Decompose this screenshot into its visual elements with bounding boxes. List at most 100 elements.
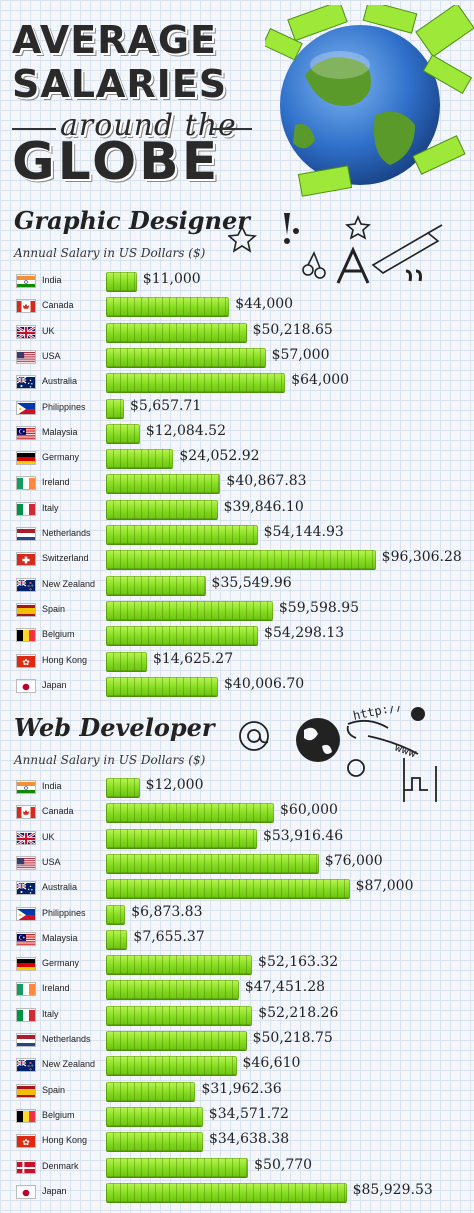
country-label: New Zealand — [42, 1059, 96, 1070]
salary-bar — [106, 1157, 249, 1177]
salary-value-label: $6,873.83 — [131, 903, 203, 920]
salary-bar — [106, 879, 350, 899]
country-label: Netherlands — [42, 528, 91, 538]
flag-netherlands-icon — [16, 1033, 36, 1047]
flag-ireland-icon — [16, 476, 36, 491]
country-label: Philippines — [42, 907, 86, 918]
salary-value-label: $35,549.96 — [211, 574, 292, 591]
svg-text:http://: http:// — [352, 706, 404, 723]
flag-new-zealand-icon — [16, 1058, 36, 1073]
chart-row: Italy $52,218.26 — [0, 1005, 474, 1027]
country-label: USA — [42, 350, 61, 361]
country-label: New Zealand — [42, 578, 96, 589]
chart-row: Ireland $47,451.28 — [0, 979, 474, 1001]
salary-bar — [106, 322, 247, 342]
salary-value-label: $76,000 — [324, 852, 383, 869]
country-label: India — [42, 781, 62, 791]
section-title-graphic-designer: Graphic Designer — [14, 206, 250, 235]
salary-bar — [106, 600, 273, 620]
salary-value-label: $11,000 — [142, 271, 201, 287]
country-label: Spain — [42, 1084, 66, 1095]
header: AVERAGE SALARIES around the GLOBE — [0, 0, 474, 200]
salary-value-label: $39,846.10 — [223, 498, 304, 515]
country-label: Canada — [42, 300, 74, 311]
salary-value-label: $47,451.28 — [244, 979, 326, 996]
country-label: Belgium — [42, 1109, 75, 1120]
chart-row: UK $50,218.65 — [0, 322, 474, 344]
web-developer-chart: India $12,000 Canada $60,000 UK $53,916.46 USA… — [0, 777, 474, 1207]
country-label: Hong Kong — [42, 654, 88, 665]
salary-bar — [106, 1056, 237, 1076]
flag-germany-icon — [16, 957, 36, 972]
country-label: UK — [42, 831, 55, 842]
flag-ireland-icon — [16, 982, 36, 997]
salary-value-label: $50,770 — [254, 1156, 313, 1173]
title-line-2: SALARIES — [12, 62, 228, 106]
salary-value-label: $50,218.75 — [252, 1030, 333, 1046]
country-label: Denmark — [42, 1160, 79, 1171]
country-label: USA — [42, 856, 61, 867]
salary-bar — [106, 853, 319, 873]
salary-bar — [106, 980, 239, 1000]
salary-value-label: $52,218.26 — [258, 1004, 339, 1021]
chart-row: Belgium $54,298.13 — [0, 625, 474, 647]
country-label: Japan — [42, 679, 67, 690]
country-label: Switzerland — [42, 553, 89, 564]
flag-australia-icon — [16, 375, 36, 390]
chart-row: India $11,000 — [0, 271, 474, 293]
country-label: Italy — [42, 502, 59, 513]
country-label: Germany — [42, 958, 80, 969]
country-label: Belgium — [42, 629, 75, 640]
country-label: Philippines — [42, 401, 86, 412]
chart-row: Malaysia $7,655.37 — [0, 929, 474, 951]
flag-canada-icon — [16, 299, 36, 314]
salary-bar — [106, 626, 259, 646]
flag-italy-icon — [16, 501, 36, 516]
chart-row: Italy $39,846.10 — [0, 499, 474, 521]
flag-malaysia-icon — [16, 425, 36, 440]
section-title-web-developer: Web Developer — [14, 713, 215, 742]
chart-row: Canada $44,000 — [0, 296, 474, 318]
chart-row: USA $57,000 — [0, 347, 474, 369]
chart-row: Spain $31,962.36 — [0, 1081, 474, 1103]
flag-canada-icon — [16, 805, 36, 820]
salary-value-label: $52,163.32 — [258, 954, 339, 971]
flag-japan-icon — [16, 678, 36, 693]
salary-value-label: $40,006.70 — [224, 675, 305, 692]
chart-row: Netherlands $54,144.93 — [0, 524, 474, 546]
salary-value-label: $14,625.27 — [152, 650, 234, 667]
title-rule-left — [12, 128, 56, 130]
web-doodle-icon: http:// www — [239, 706, 437, 802]
flag-belgium-icon — [16, 628, 36, 643]
chart-row: Germany $24,052.92 — [0, 448, 474, 470]
chart-row: Japan $40,006.70 — [0, 676, 474, 698]
section-subtitle-web-developer: Annual Salary in US Dollars ($) — [14, 753, 206, 767]
chart-row: Canada $60,000 — [0, 802, 474, 824]
salary-bar — [106, 955, 253, 975]
salary-value-label: $7,655.37 — [133, 928, 205, 945]
salary-value-label: $34,571.72 — [208, 1105, 289, 1122]
flag-australia-icon — [16, 881, 36, 896]
country-label: Malaysia — [42, 426, 78, 437]
country-label: Canada — [42, 806, 74, 817]
country-label: Australia — [42, 882, 78, 893]
salary-value-label: $53,916.46 — [262, 827, 344, 844]
flag-switzerland-icon — [16, 552, 36, 567]
flag-italy-icon — [16, 1007, 36, 1022]
salary-value-label: $46,610 — [242, 1055, 301, 1072]
salary-bar — [106, 499, 218, 519]
salary-value-label: $54,298.13 — [264, 625, 345, 642]
salary-value-label: $24,052.92 — [179, 448, 260, 465]
chart-row: Spain $59,598.95 — [0, 600, 474, 622]
flag-philippines-icon — [16, 906, 36, 921]
salary-value-label: $87,000 — [355, 878, 414, 895]
flag-hong-kong-icon — [16, 653, 36, 668]
chart-row: Australia $87,000 — [0, 878, 474, 900]
country-label: Japan — [42, 1185, 67, 1196]
chart-row: Australia $64,000 — [0, 372, 474, 394]
chart-row: New Zealand $46,610 — [0, 1055, 474, 1077]
salary-bar — [106, 525, 258, 544]
chart-row: Philippines $5,657.71 — [0, 398, 474, 420]
salary-bar — [106, 904, 126, 924]
salary-value-label: $31,962.36 — [201, 1080, 282, 1097]
